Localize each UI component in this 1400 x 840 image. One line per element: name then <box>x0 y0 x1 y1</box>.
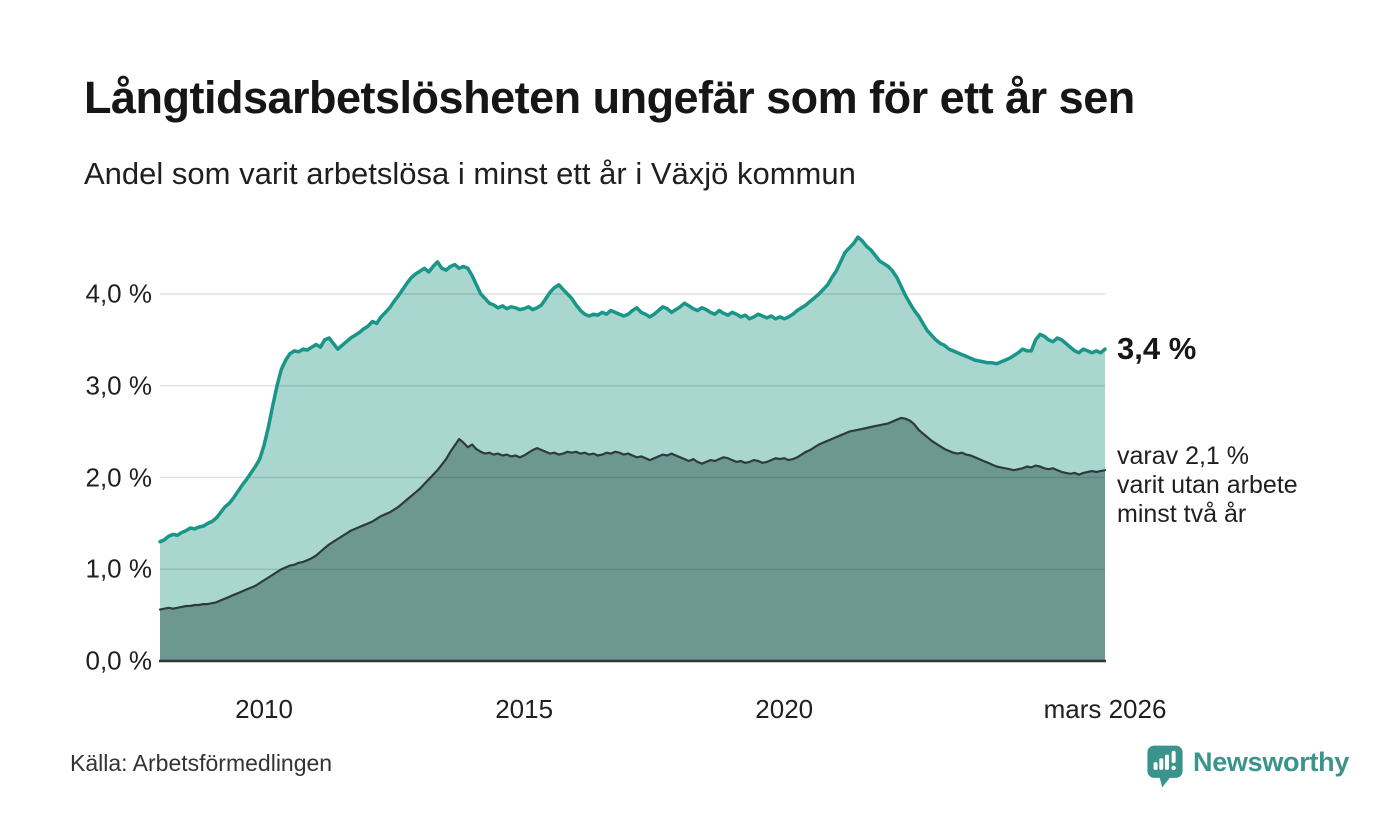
newsworthy-logo: Newsworthy <box>1146 744 1349 788</box>
line-series-1 <box>158 416 1107 611</box>
secondary-annotation-line: varav 2,1 % <box>1117 442 1250 471</box>
secondary-annotation: varav 2,1 % varit utan arbete minst två … <box>1117 442 1298 529</box>
y-axis: 4,0 % 3,0 % 2,0 % 1,0 % 0,0 % <box>40 0 153 840</box>
y-axis-label: 0,0 % <box>85 645 153 676</box>
y-axis-label: 3,0 % <box>85 370 153 401</box>
newsworthy-logo-icon <box>1147 745 1183 788</box>
x-axis-label: mars 2026 <box>1043 694 1167 724</box>
line-series-0 <box>158 235 1107 544</box>
source-credit: Källa: Arbetsförmedlingen <box>70 750 333 776</box>
area-fill-series-1 <box>160 417 1105 661</box>
y-axis-label: 1,0 % <box>85 553 153 584</box>
x-axis-label: 2010 <box>235 694 293 724</box>
page-title: Långtidsarbetslösheten ungefär som för e… <box>84 72 1135 123</box>
x-axis-label: 2015 <box>495 694 554 724</box>
secondary-annotation-line: minst två år <box>1117 500 1247 529</box>
chart-subtitle: Andel som varit arbetslösa i minst ett å… <box>84 156 856 191</box>
secondary-annotation-line: varit utan arbete <box>1117 471 1298 500</box>
y-axis-label: 2,0 % <box>85 462 153 492</box>
x-axis-label: 2020 <box>755 694 814 724</box>
end-value-annotation: 3,4 % <box>1117 331 1197 367</box>
y-axis-label: 4,0 % <box>85 278 153 309</box>
newsworthy-logo-text: Newsworthy <box>1193 747 1350 777</box>
